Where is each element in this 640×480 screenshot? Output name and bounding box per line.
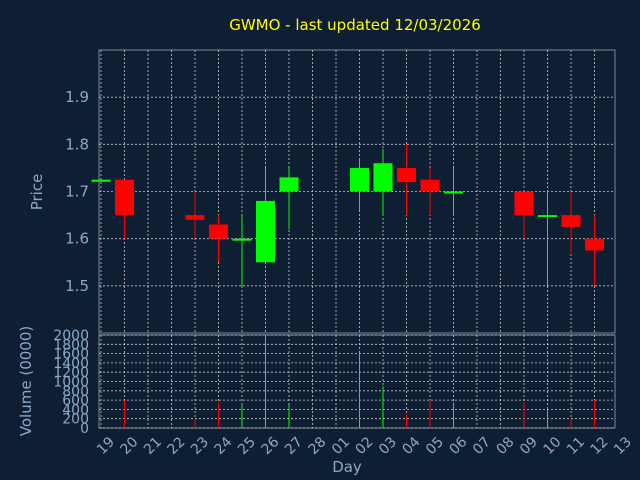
x-tick-label: 06 <box>447 434 471 458</box>
x-tick-label: 08 <box>494 434 518 458</box>
x-tick-label: 23 <box>188 434 212 458</box>
candle-body <box>561 215 581 227</box>
volume-tick-label: 1400 <box>53 356 89 372</box>
x-tick-label: 26 <box>259 434 283 458</box>
volume-tick-label: 400 <box>62 402 89 418</box>
candle-body <box>585 238 604 251</box>
x-tick-label: 12 <box>588 434 612 458</box>
candle-body <box>514 191 534 216</box>
chart-title: GWMO - last updated 12/03/2026 <box>229 16 481 34</box>
volume-axis-label: Volume (0000) <box>17 326 35 436</box>
x-tick-label: 19 <box>94 434 118 458</box>
volume-tick-label: 1000 <box>53 375 89 391</box>
candle-body <box>91 179 111 182</box>
candle-body <box>350 167 369 192</box>
x-tick-label: 24 <box>212 434 236 458</box>
x-tick-label: 21 <box>141 434 165 458</box>
price-tick-label: 1.5 <box>65 277 89 295</box>
x-tick-label: 25 <box>235 434 259 458</box>
price-panel: 1.5 1.6 1.7 1.8 1.9 <box>65 49 616 334</box>
volume-tick-label: 1200 <box>53 365 89 381</box>
x-tick-label: 01 <box>329 434 353 458</box>
volume-tick-label: 0 <box>80 421 89 437</box>
candle-body <box>232 238 252 241</box>
candle-body <box>115 179 134 216</box>
volume-tick-label: 800 <box>62 384 89 400</box>
candle-body <box>279 177 299 192</box>
x-tick-label: 20 <box>118 434 142 458</box>
x-tick-label: 03 <box>376 434 400 458</box>
volume-tick-label: 1600 <box>53 347 89 363</box>
x-tick-label: 09 <box>517 434 541 458</box>
candle-body <box>397 167 416 183</box>
x-tick-label: 04 <box>400 434 424 458</box>
x-tick-label: 10 <box>541 434 565 458</box>
volume-tick-label: 200 <box>62 412 89 428</box>
volume-tick-label: 1800 <box>53 337 89 353</box>
price-tick-label: 1.7 <box>65 183 89 201</box>
x-tick-label: 22 <box>165 434 189 458</box>
x-tick-label: 07 <box>470 434 494 458</box>
x-axis-ticks: 19 20 21 22 23 24 25 26 27 28 01 02 03 04 05 06 07 08 09 10… <box>94 434 635 458</box>
candle-body <box>444 191 463 194</box>
x-tick-label: 28 <box>306 434 330 458</box>
volume-tick-label: 2000 <box>53 328 89 344</box>
price-axis-label: Price <box>28 174 46 211</box>
candle-body <box>209 224 228 239</box>
x-tick-label: 05 <box>423 434 447 458</box>
x-axis-label: Day <box>332 458 362 476</box>
candle-body <box>420 179 440 192</box>
x-tick-label: 11 <box>564 434 588 458</box>
candle-body <box>538 215 557 218</box>
candle-body <box>373 163 393 192</box>
price-tick-label: 1.9 <box>65 88 89 106</box>
volume-tick-label: 600 <box>62 393 89 409</box>
x-tick-label: 13 <box>611 434 635 458</box>
price-tick-label: 1.6 <box>65 230 89 248</box>
candle-body <box>185 215 205 220</box>
price-tick-label: 1.8 <box>65 135 89 153</box>
x-tick-label: 27 <box>282 434 306 458</box>
x-tick-label: 02 <box>353 434 377 458</box>
candle-body <box>256 200 275 263</box>
